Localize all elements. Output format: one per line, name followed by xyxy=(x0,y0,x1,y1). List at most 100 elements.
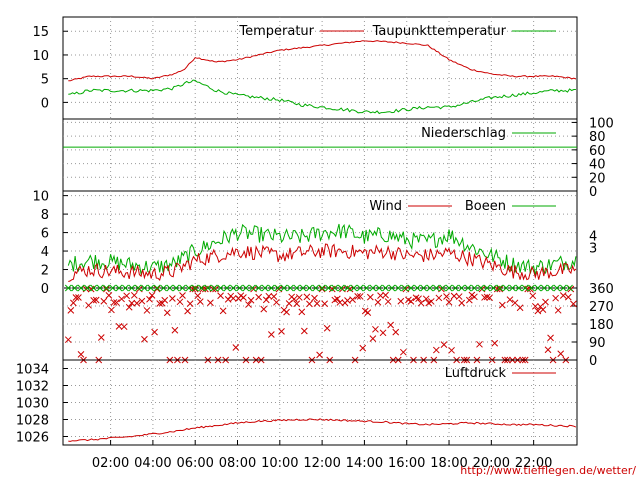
wind-direction-mark xyxy=(194,292,202,300)
wind-direction-mark xyxy=(491,339,499,347)
wind-direction-mark xyxy=(171,326,179,334)
wind-direction-mark xyxy=(110,299,118,306)
wind-direction-mark xyxy=(240,294,247,301)
wind-direction-mark xyxy=(382,291,389,299)
wind-direction-mark-green xyxy=(344,284,351,292)
wind-direction-mark-green xyxy=(274,284,282,292)
wind-direction-mark xyxy=(506,296,514,303)
wind-direction-mark-green xyxy=(363,284,370,292)
wind-direction-mark xyxy=(397,297,405,305)
wind-direction-mark xyxy=(465,296,473,304)
wind-direction-mark xyxy=(146,295,153,303)
wind-direction-mark xyxy=(364,309,372,316)
wind-direction-mark-green xyxy=(204,284,212,292)
x-tick-label: 22:00 xyxy=(515,456,552,471)
wind-direction-mark xyxy=(151,328,158,336)
wind-direction-mark-green xyxy=(128,284,136,292)
wind-direction-mark xyxy=(125,303,133,311)
wind-direction-mark-green xyxy=(198,284,205,292)
wind-direction-mark-green xyxy=(331,284,339,292)
niederschlag-legend-label: Niederschlag xyxy=(421,126,506,141)
y-tick-label: 8 xyxy=(41,208,49,223)
y-tick-label: 4 xyxy=(41,245,49,260)
wind-direction-mark-green xyxy=(179,284,186,292)
wind-direction-mark-green xyxy=(96,284,104,292)
wind-direction-mark xyxy=(458,299,466,307)
wind-direction-mark xyxy=(163,309,171,317)
wind-direction-mark xyxy=(219,307,227,315)
temperatur-line xyxy=(68,40,577,82)
wind-direction-mark-green xyxy=(420,284,427,292)
y-tick-label: 1034 xyxy=(16,363,49,378)
wind-direction-mark-green xyxy=(534,284,542,292)
wind-direction-mark-green xyxy=(229,284,237,292)
wind-direction-mark-green xyxy=(528,284,535,292)
wind-direction-mark xyxy=(372,325,379,333)
wind-direction-mark xyxy=(75,294,82,301)
wind-direction-mark xyxy=(483,293,491,301)
wind-direction-mark xyxy=(255,293,263,301)
y-tick-label: 100 xyxy=(589,116,614,131)
credit-text[interactable]: http://www.tiefflegen.de/wetter/ xyxy=(460,464,636,477)
wind-direction-mark xyxy=(293,300,301,308)
wind-direction-mark xyxy=(443,293,450,300)
wind-direction-mark xyxy=(72,294,80,301)
wind-direction-mark-green xyxy=(401,284,408,292)
wind-direction-mark xyxy=(542,298,549,306)
wind-direction-mark xyxy=(486,294,493,302)
wind-direction-mark-green xyxy=(83,284,91,292)
wind-direction-mark xyxy=(97,334,105,341)
wind-direction-mark xyxy=(366,293,374,301)
wind-direction-mark xyxy=(108,306,115,314)
wind-direction-mark xyxy=(564,293,572,301)
wind-direction-mark-green xyxy=(464,284,472,292)
wind-direction-mark xyxy=(169,295,176,302)
wind-direction-mark-green xyxy=(356,284,364,292)
wind-direction-mark-green xyxy=(172,284,180,292)
wind-direction-mark-green xyxy=(553,284,561,292)
wind-direction-mark-green xyxy=(547,284,554,292)
y-tick-label: 0 xyxy=(41,96,49,111)
wind-direction-mark xyxy=(321,300,329,308)
wind-direction-mark xyxy=(356,293,364,300)
wind-direction-mark-green xyxy=(248,284,256,292)
wind-direction-mark-green xyxy=(293,284,301,292)
wind-direction-mark xyxy=(105,292,113,299)
wind-direction-mark xyxy=(440,341,448,349)
wind-direction-mark xyxy=(323,324,331,332)
wind-direction-mark xyxy=(120,323,128,331)
wind-direction-mark xyxy=(379,329,387,337)
y-tick-label: 0 xyxy=(589,185,597,200)
boeen-legend-label: Boeen xyxy=(465,199,506,214)
wind-direction-mark xyxy=(415,295,422,303)
wind-direction-mark xyxy=(232,344,240,351)
y-tick-label: 5 xyxy=(41,73,49,88)
wind-direction-mark xyxy=(392,328,400,336)
boeen-line xyxy=(67,223,577,276)
wind-direction-mark-green xyxy=(109,284,117,292)
wind-direction-mark xyxy=(196,298,204,305)
wind-direction-mark xyxy=(554,306,562,314)
wind-direction-mark xyxy=(156,300,164,307)
wind-direction-mark xyxy=(511,299,519,307)
y-tick-label: 1030 xyxy=(16,397,49,412)
wind-direction-mark xyxy=(207,299,214,307)
wind-direction-mark xyxy=(496,285,504,293)
y-tick-label: 360 xyxy=(589,282,614,297)
wind-direction-mark-green xyxy=(236,284,243,292)
wind-direction-mark xyxy=(130,291,138,299)
y-tick-label: 80 xyxy=(589,130,606,145)
wind-direction-mark-green xyxy=(166,284,174,292)
wind-direction-mark-green xyxy=(426,284,434,292)
wind-direction-mark-green xyxy=(483,284,491,292)
panel-5: 1026 1028 1030 1032 1034 Luftdruck xyxy=(16,359,578,446)
wind-direction-mark xyxy=(153,285,161,293)
wind-direction-mark-green xyxy=(77,284,85,292)
taupunkt-legend-label: Taupunkttemperatur xyxy=(372,24,507,39)
y-tick-label: 40 xyxy=(589,158,606,173)
wind-direction-mark xyxy=(115,323,123,330)
wind-direction-mark xyxy=(455,293,463,300)
